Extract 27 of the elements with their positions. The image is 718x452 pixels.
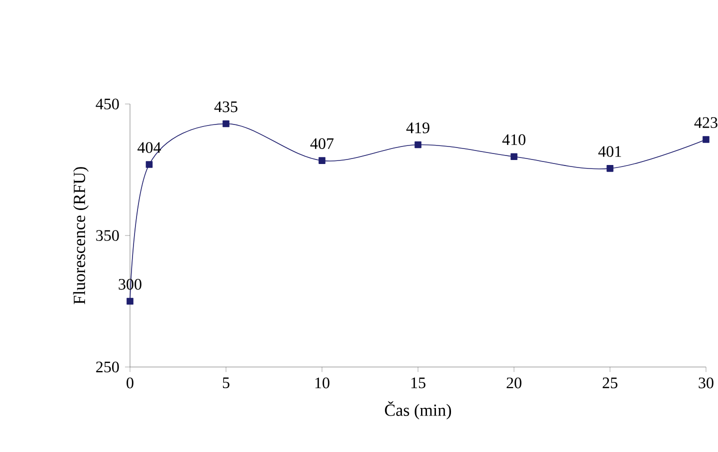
point bbox=[510, 153, 518, 160]
x-tick-label: 5 bbox=[222, 378, 230, 388]
x-axis-title: Čas (min) bbox=[384, 401, 452, 420]
data-label: 410 bbox=[502, 134, 526, 146]
point bbox=[414, 141, 422, 148]
point bbox=[318, 157, 326, 164]
point bbox=[222, 120, 230, 128]
data-label: 435 bbox=[214, 101, 238, 112]
x-tick-label: 15 bbox=[411, 378, 426, 388]
point bbox=[606, 165, 614, 172]
point bbox=[702, 136, 710, 143]
data-label: 407 bbox=[310, 138, 334, 150]
point bbox=[126, 298, 134, 305]
y-tick-label: 250 bbox=[96, 362, 119, 372]
data-label: 419 bbox=[406, 122, 430, 134]
x-tick-label: 30 bbox=[698, 378, 714, 388]
point bbox=[146, 161, 153, 168]
x-tick-label: 0 bbox=[126, 378, 134, 388]
data-label: 423 bbox=[694, 117, 718, 128]
y-tick-label: 350 bbox=[96, 230, 119, 241]
x-tick-label: 25 bbox=[602, 378, 618, 388]
y-axis-title: Fluorescence (RFU) bbox=[73, 167, 89, 304]
x-tick-label: 10 bbox=[315, 378, 330, 388]
data-label: 401 bbox=[598, 146, 622, 157]
data-label: 404 bbox=[138, 142, 161, 153]
x-tick-label: 20 bbox=[506, 378, 522, 388]
y-tick-label: 450 bbox=[96, 98, 119, 110]
